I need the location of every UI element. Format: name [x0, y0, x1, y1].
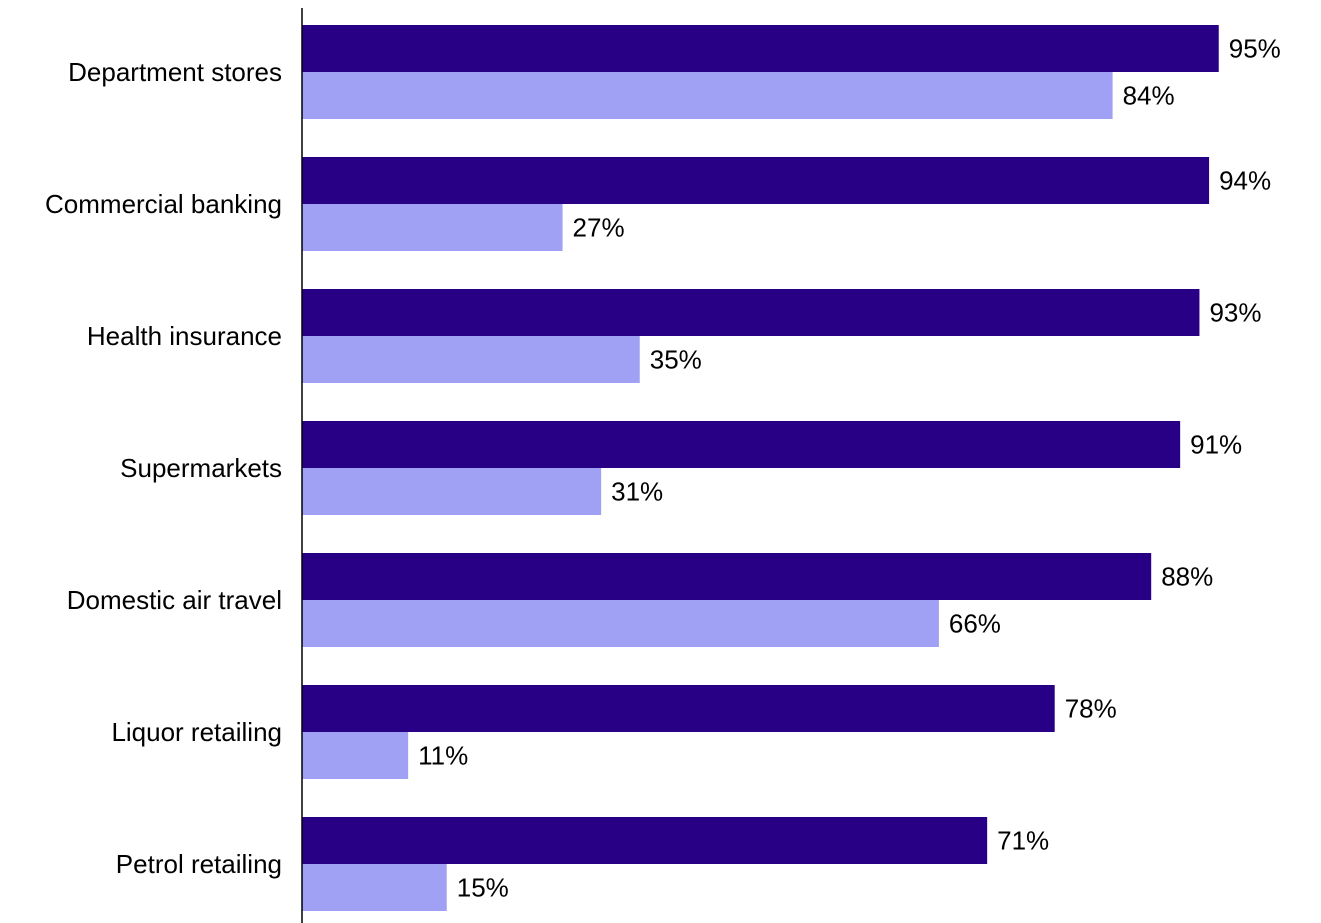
category-label-department-stores: Department stores [68, 57, 282, 87]
bar-liquor-retailing-series-1 [302, 685, 1055, 732]
bar-health-insurance-series-1 [302, 289, 1200, 336]
bar-commercial-banking-series-1 [302, 157, 1210, 204]
value-labels: 95% 84% 94% 27% 93% 35% 91% 31% 88% 66% 78% 11% 71% 1… [418, 34, 1281, 903]
bar-health-insurance-series-2 [302, 336, 640, 383]
category-label-petrol-retailing: Petrol retailing [116, 849, 282, 879]
value-label-supermarkets-series-2: 31% [611, 477, 663, 507]
value-label-health-insurance-series-2: 35% [650, 345, 702, 375]
bar-liquor-retailing-series-2 [302, 732, 409, 779]
category-label-supermarkets: Supermarkets [120, 453, 282, 483]
bars-layer [302, 25, 1219, 911]
bar-supermarkets-series-1 [302, 421, 1181, 468]
category-label-commercial-banking: Commercial banking [45, 189, 282, 219]
bar-department-stores-series-2 [302, 72, 1113, 119]
value-label-commercial-banking-series-1: 94% [1219, 166, 1271, 196]
value-label-commercial-banking-series-2: 27% [573, 213, 625, 243]
bar-domestic-air-travel-series-2 [302, 600, 939, 647]
category-label-liquor-retailing: Liquor retailing [111, 717, 282, 747]
bar-commercial-banking-series-2 [302, 204, 563, 251]
value-label-petrol-retailing-series-2: 15% [457, 873, 509, 903]
bar-petrol-retailing-series-2 [302, 864, 447, 911]
bar-department-stores-series-1 [302, 25, 1219, 72]
bar-petrol-retailing-series-1 [302, 817, 988, 864]
value-label-domestic-air-travel-series-2: 66% [949, 609, 1001, 639]
value-label-department-stores-series-2: 84% [1123, 81, 1175, 111]
value-label-health-insurance-series-1: 93% [1209, 298, 1261, 328]
bar-domestic-air-travel-series-1 [302, 553, 1152, 600]
bar-supermarkets-series-2 [302, 468, 602, 515]
value-label-petrol-retailing-series-1: 71% [997, 826, 1049, 856]
value-label-department-stores-series-1: 95% [1229, 34, 1281, 64]
category-label-domestic-air-travel: Domestic air travel [67, 585, 282, 615]
value-label-liquor-retailing-series-2: 11% [418, 741, 468, 771]
value-label-liquor-retailing-series-1: 78% [1065, 694, 1117, 724]
value-label-domestic-air-travel-series-1: 88% [1161, 562, 1213, 592]
category-label-health-insurance: Health insurance [87, 321, 282, 351]
value-label-supermarkets-series-1: 91% [1190, 430, 1242, 460]
category-labels: Department stores Commercial banking Healt… [45, 57, 282, 879]
